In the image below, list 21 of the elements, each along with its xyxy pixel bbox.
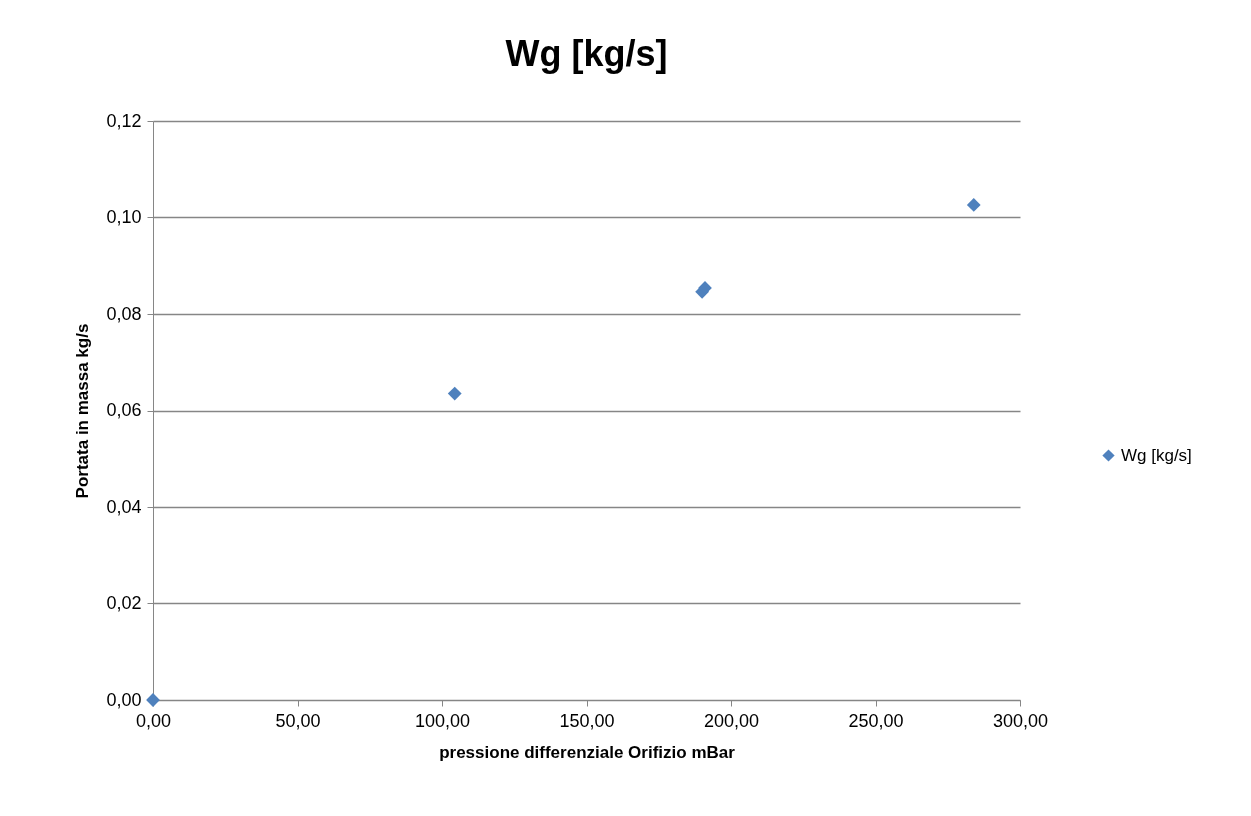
x-tick-label: 100,00 bbox=[414, 710, 471, 731]
y-tick-label: 0,10 bbox=[106, 207, 142, 227]
point bbox=[966, 198, 981, 212]
chart-title: Wg [kg/s] bbox=[505, 33, 668, 74]
x-tick-label: 200,00 bbox=[703, 710, 760, 731]
x-tick-label: 150,00 bbox=[559, 710, 615, 731]
x-tick-label: 50,00 bbox=[275, 710, 321, 731]
y-tick-label: 0,04 bbox=[106, 496, 142, 517]
point bbox=[447, 386, 462, 401]
y-axis-title: Portata in massa kg/s bbox=[73, 323, 93, 499]
x-tick-label: 0,00 bbox=[135, 710, 172, 731]
x-axis-title: pressione differenziale Orifizio mBar bbox=[439, 742, 736, 762]
y-tick-label: 0,06 bbox=[106, 400, 142, 420]
y-tick-label: 0,00 bbox=[106, 689, 142, 710]
y-tick-label: 0,02 bbox=[106, 593, 142, 613]
y-tick-label: 0,08 bbox=[106, 303, 142, 324]
point bbox=[146, 693, 160, 707]
x-tick-label: 300,00 bbox=[992, 710, 1049, 731]
y-tick-label: 0,12 bbox=[106, 110, 142, 131]
legend-label: Wg [kg/s] bbox=[1121, 445, 1192, 465]
x-tick-label: 250,00 bbox=[848, 710, 904, 731]
